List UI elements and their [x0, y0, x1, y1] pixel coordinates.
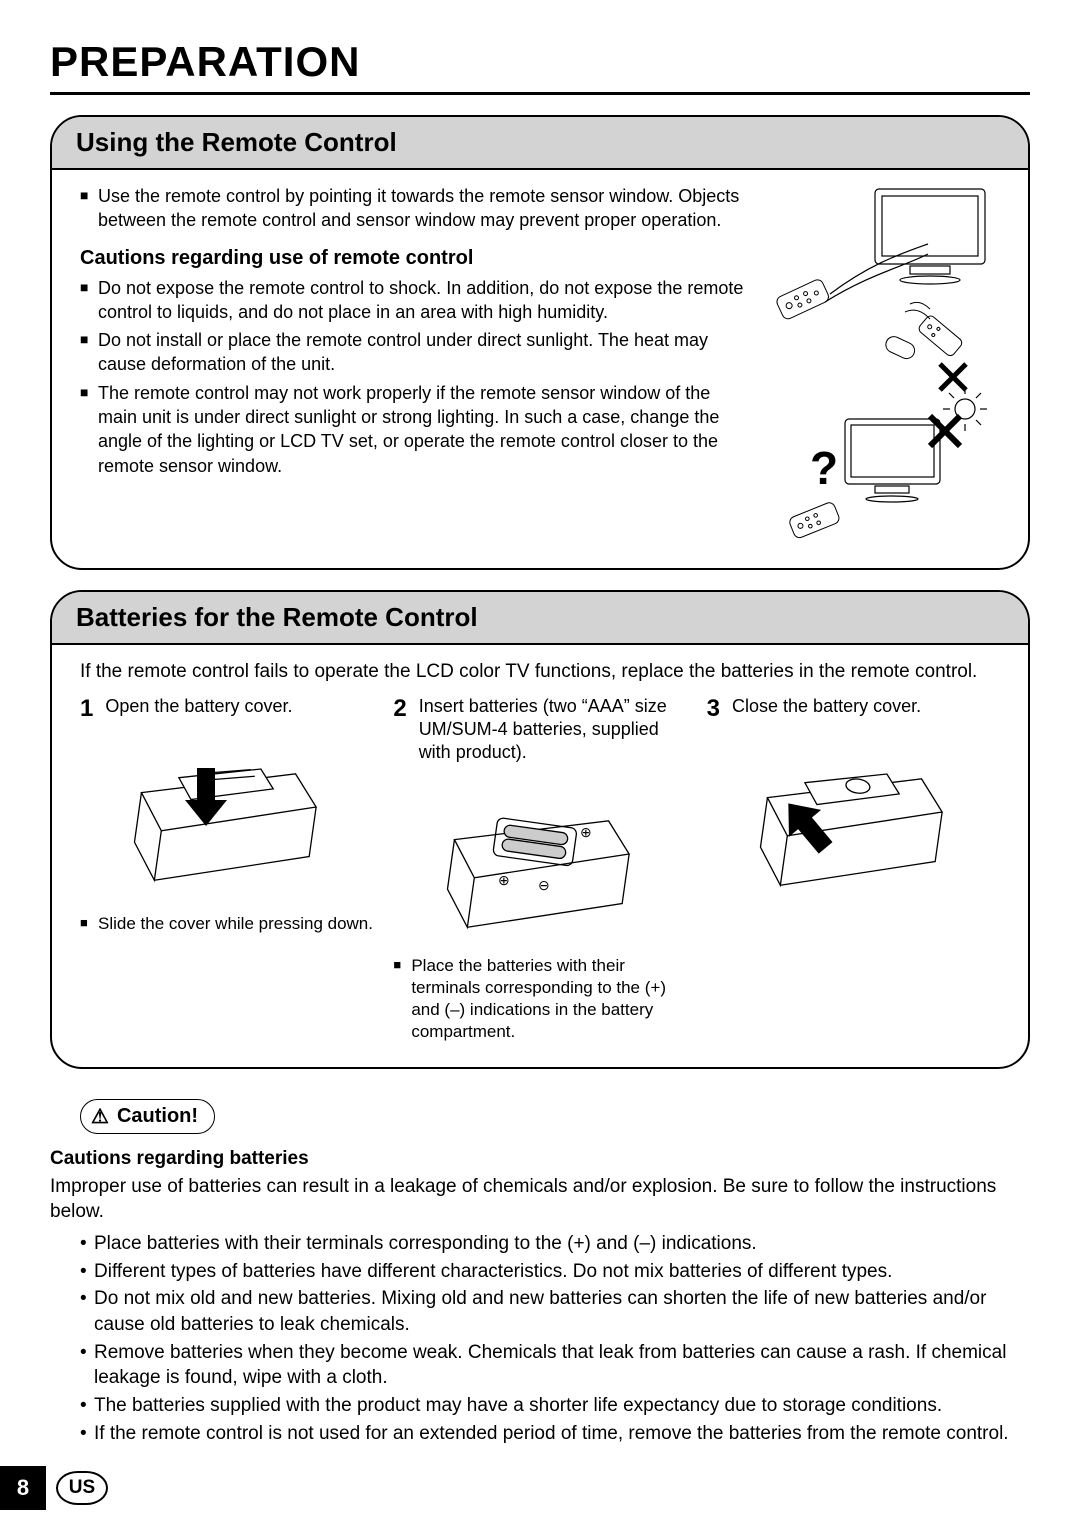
page-number: 8 — [0, 1466, 46, 1510]
section-batteries: Batteries for the Remote Control If the … — [50, 590, 1030, 1069]
section2-intro: If the remote control fails to operate t… — [80, 659, 1000, 685]
section1-illustration: ? — [760, 184, 1000, 544]
section-using-remote: Using the Remote Control Use the remote … — [50, 115, 1030, 570]
step2-illustration: ⊕ ⊕ ⊖ — [393, 775, 686, 945]
svg-text:⊖: ⊖ — [538, 877, 550, 893]
step-3: 3 Close the battery cover. — [707, 695, 1000, 1044]
section1-intro-bullet: Use the remote control by pointing it to… — [80, 184, 744, 233]
section1-subheading: Cautions regarding use of remote control — [80, 247, 744, 270]
caution-block: Cautions regarding batteries Improper us… — [50, 1146, 1030, 1446]
section2-heading: Batteries for the Remote Control — [52, 592, 1028, 645]
section1-heading: Using the Remote Control — [52, 117, 1028, 170]
step1-note: Slide the cover while pressing down. — [80, 913, 373, 935]
region-badge: US — [56, 1471, 108, 1505]
caution-item-4: Remove batteries when they become weak. … — [80, 1340, 1030, 1391]
step2-note: Place the batteries with their terminals… — [393, 955, 686, 1043]
step2-text: Insert batteries (two “AAA” size UM/SUM-… — [419, 695, 687, 765]
step2-num: 2 — [393, 695, 406, 723]
step-1: 1 Open the battery cover. — [80, 695, 373, 1044]
step3-num: 3 — [707, 695, 720, 723]
warning-icon: ⚠ — [91, 1104, 109, 1129]
caution-item-6: If the remote control is not used for an… — [80, 1421, 1030, 1447]
title-rule — [50, 92, 1030, 95]
page-title: PREPARATION — [50, 38, 1030, 86]
section1-cautions-list: Do not expose the remote control to shoc… — [80, 276, 744, 478]
caution-subheading: Cautions regarding batteries — [50, 1146, 1030, 1172]
svg-text:⊕: ⊕ — [498, 872, 510, 888]
caution-list: Place batteries with their terminals cor… — [80, 1231, 1030, 1446]
svg-text:?: ? — [810, 442, 838, 494]
section1-intro-list: Use the remote control by pointing it to… — [80, 184, 744, 233]
caution-badge: ⚠ Caution! — [80, 1099, 215, 1134]
step1-illustration — [80, 733, 373, 903]
section1-caution-1: Do not expose the remote control to shoc… — [80, 276, 744, 325]
step3-text: Close the battery cover. — [732, 695, 921, 718]
caution-item-2: Different types of batteries have differ… — [80, 1259, 1030, 1285]
step1-text: Open the battery cover. — [105, 695, 292, 718]
section1-caution-3: The remote control may not work properly… — [80, 381, 744, 478]
caution-label: Caution! — [117, 1105, 198, 1128]
caution-item-3: Do not mix old and new batteries. Mixing… — [80, 1286, 1030, 1337]
page-footer: 8 US — [0, 1466, 108, 1510]
step-2: 2 Insert batteries (two “AAA” size UM/SU… — [393, 695, 686, 1044]
caution-intro: Improper use of batteries can result in … — [50, 1174, 1030, 1225]
section1-caution-2: Do not install or place the remote contr… — [80, 328, 744, 377]
caution-item-1: Place batteries with their terminals cor… — [80, 1231, 1030, 1257]
svg-text:⊕: ⊕ — [580, 824, 592, 840]
step3-illustration — [707, 733, 1000, 903]
step1-num: 1 — [80, 695, 93, 723]
caution-item-5: The batteries supplied with the product … — [80, 1393, 1030, 1419]
